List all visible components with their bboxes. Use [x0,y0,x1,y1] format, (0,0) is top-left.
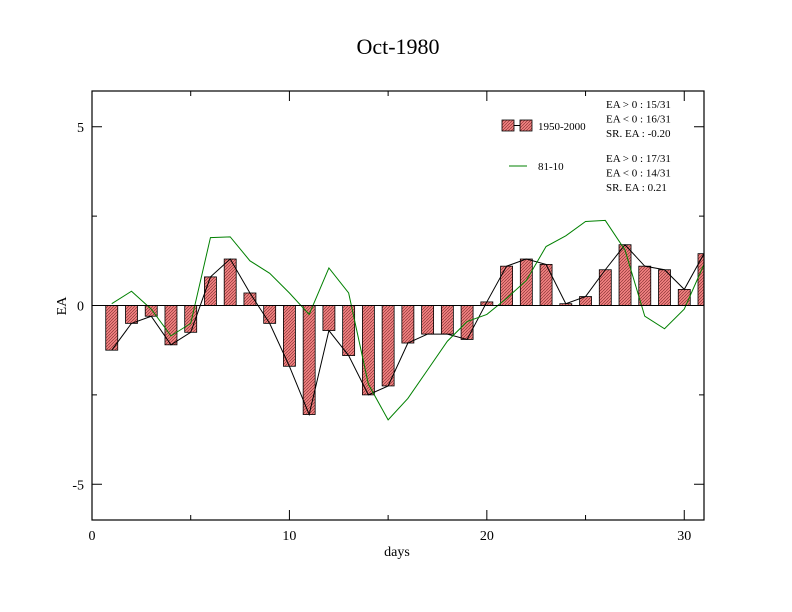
bar-1950-2000-day-14 [361,305,375,396]
y-tick-label: 0 [77,300,84,315]
bar-1950-2000-day-17 [421,305,435,335]
bar-1950-2000-day-31 [697,253,704,306]
plot-area [105,219,704,421]
bar-1950-2000-day-30 [677,289,691,306]
x-tick-label: 0 [89,529,96,544]
bar-1950-2000-day-1 [105,305,119,351]
legend-stat-1950-2000: EA > 0 : 15/31 [606,99,671,111]
legend-label-1950-2000: 1950-2000 [538,121,586,133]
y-tick-label: -5 [72,478,84,493]
bar-1950-2000-day-29 [658,269,671,306]
chart-title: Oct-1980 [356,34,439,59]
bar-1950-2000-day-6 [204,276,217,306]
bar-1950-2000-day-16 [401,305,415,344]
y-tick-label: 5 [77,121,84,136]
legend-stat-1950-2000: EA < 0 : 16/31 [606,114,671,126]
bar-1950-2000-day-12 [322,305,336,331]
bar-1950-2000-day-27 [618,244,632,306]
bar-1950-2000-day-2 [125,305,138,324]
legend-stat-1950-2000: SR. EA : -0.20 [606,128,671,140]
legend-stat-81-10: SR. EA : 0.21 [606,182,667,194]
x-axis-label: days [384,545,410,560]
y-axis-label: EA [55,296,70,316]
legend-stat-81-10: EA < 0 : 14/31 [606,168,671,180]
bar-1950-2000-day-5 [184,305,198,333]
bar-1950-2000-day-19 [460,305,474,340]
x-tick-label: 10 [282,529,296,544]
bar-1950-2000-day-21 [500,265,513,306]
legend: 1950-2000 81-10 EA > 0 : 15/31 EA < 0 : 16/… [501,99,671,194]
x-tick-label: 30 [677,529,691,544]
bar-1950-2000-day-9 [263,305,277,324]
series-line-81-10 [111,219,704,421]
legend-stat-81-10: EA > 0 : 17/31 [606,153,671,165]
x-tick-label: 20 [480,529,494,544]
legend-swatch-1950-2000-left [501,119,515,132]
bar-1950-2000-day-18 [440,305,454,335]
legend-label-81-10: 81-10 [538,161,564,173]
bar-1950-2000-day-15 [381,305,395,387]
legend-swatch-1950-2000-right [519,119,533,132]
axes: 0 10 20 30 -5 0 5 [72,90,705,544]
bar-1950-2000-day-23 [539,263,553,306]
bar-1950-2000-day-28 [638,265,652,306]
bar-1950-2000-day-22 [519,258,533,306]
series-line-1950-2000 [111,243,704,417]
